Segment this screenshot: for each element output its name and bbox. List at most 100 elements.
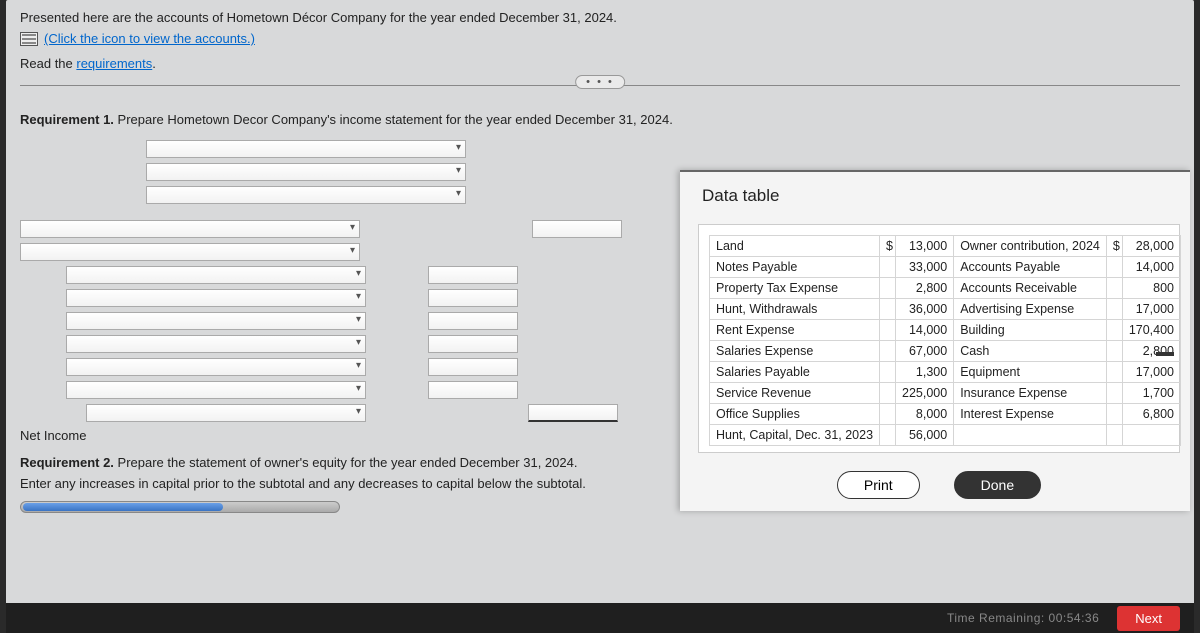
account-name: Rent Expense [710, 320, 880, 341]
line-amount[interactable] [428, 312, 518, 330]
currency-symbol [1106, 341, 1122, 362]
currency-symbol [880, 341, 896, 362]
account-name: Service Revenue [710, 383, 880, 404]
table-row: Hunt, Capital, Dec. 31, 202356,000 [710, 425, 1181, 446]
line-label[interactable] [66, 266, 366, 284]
line-label[interactable] [20, 243, 360, 261]
table-icon[interactable] [20, 32, 38, 46]
currency-symbol [1106, 362, 1122, 383]
account-value: 17,000 [1122, 299, 1180, 320]
currency-symbol: $ [1106, 236, 1122, 257]
currency-symbol: $ [880, 236, 896, 257]
net-income-label: Net Income [20, 428, 670, 443]
account-value: 17,000 [1122, 362, 1180, 383]
account-value: 1,700 [1122, 383, 1180, 404]
line-amount[interactable] [528, 404, 618, 422]
line-label[interactable] [66, 312, 366, 330]
currency-symbol [880, 320, 896, 341]
account-value: 36,000 [896, 299, 954, 320]
minimize-icon[interactable] [1156, 352, 1174, 356]
line-amount[interactable] [428, 289, 518, 307]
account-name: Accounts Payable [954, 257, 1107, 278]
account-name: Cash [954, 341, 1107, 362]
table-row: Hunt, Withdrawals36,000Advertising Expen… [710, 299, 1181, 320]
line-label[interactable] [66, 289, 366, 307]
requirement-2-text1: Prepare the statement of owner's equity … [114, 455, 578, 470]
line-amount[interactable] [428, 381, 518, 399]
account-value: 13,000 [896, 236, 954, 257]
account-value: 1,300 [896, 362, 954, 383]
line-amount[interactable] [532, 220, 622, 238]
account-value: 8,000 [896, 404, 954, 425]
table-row: Land$13,000Owner contribution, 2024$28,0… [710, 236, 1181, 257]
accounts-table: Land$13,000Owner contribution, 2024$28,0… [709, 235, 1181, 446]
account-name: Insurance Expense [954, 383, 1107, 404]
requirement-2-text2: Enter any increases in capital prior to … [20, 474, 670, 495]
statement-title-field[interactable] [146, 140, 466, 158]
account-name: Equipment [954, 362, 1107, 383]
requirement-1-text: Prepare Hometown Decor Company's income … [114, 112, 673, 127]
currency-symbol [880, 278, 896, 299]
print-button[interactable]: Print [837, 471, 920, 499]
account-name: Notes Payable [710, 257, 880, 278]
next-button[interactable]: Next [1117, 606, 1180, 631]
currency-symbol [880, 257, 896, 278]
requirement-1-label: Requirement 1. [20, 112, 114, 127]
footer-bar: Time Remaining: 00:54:36 Next [6, 603, 1194, 633]
expand-pill[interactable]: • • • [575, 75, 625, 89]
table-row: Salaries Expense67,000Cash2,800 [710, 341, 1181, 362]
account-name [954, 425, 1107, 446]
line-label[interactable] [86, 404, 366, 422]
account-name: Advertising Expense [954, 299, 1107, 320]
account-value: 6,800 [1122, 404, 1180, 425]
requirement-2-label: Requirement 2. [20, 455, 114, 470]
statement-period-field[interactable] [146, 186, 466, 204]
account-value: 56,000 [896, 425, 954, 446]
horizontal-scrollbar[interactable] [20, 501, 340, 513]
requirements-link[interactable]: requirements [76, 56, 152, 71]
income-statement-grid: Net Income Requirement 2. Prepare the st… [20, 137, 670, 513]
line-amount[interactable] [428, 335, 518, 353]
account-value: 14,000 [896, 320, 954, 341]
account-value: 225,000 [896, 383, 954, 404]
read-label: Read the [20, 56, 76, 71]
account-value: 33,000 [896, 257, 954, 278]
table-row: Salaries Payable 1,300Equipment 17,000 [710, 362, 1181, 383]
currency-symbol [880, 362, 896, 383]
line-label[interactable] [66, 358, 366, 376]
table-row: Notes Payable33,000Accounts Payable14,00… [710, 257, 1181, 278]
time-remaining: Time Remaining: 00:54:36 [947, 611, 1099, 625]
currency-symbol [880, 299, 896, 320]
account-value: 170,400 [1122, 320, 1180, 341]
account-name: Salaries Payable [710, 362, 880, 383]
account-name: Accounts Receivable [954, 278, 1107, 299]
currency-symbol [1106, 299, 1122, 320]
table-row: Service Revenue 225,000Insurance Expense 1… [710, 383, 1181, 404]
line-amount[interactable] [428, 266, 518, 284]
account-value: 2,800 [896, 278, 954, 299]
currency-symbol [880, 425, 896, 446]
account-name: Salaries Expense [710, 341, 880, 362]
account-value: 67,000 [896, 341, 954, 362]
line-amount[interactable] [428, 358, 518, 376]
line-label[interactable] [20, 220, 360, 238]
account-name: Office Supplies [710, 404, 880, 425]
line-label[interactable] [66, 335, 366, 353]
view-accounts-link[interactable]: (Click the icon to view the accounts.) [44, 31, 255, 46]
intro-text: Presented here are the accounts of Homet… [20, 10, 1180, 25]
account-value: 28,000 [1122, 236, 1180, 257]
currency-symbol [1106, 257, 1122, 278]
account-name: Property Tax Expense [710, 278, 880, 299]
currency-symbol [1106, 404, 1122, 425]
currency-symbol [1106, 278, 1122, 299]
currency-symbol [880, 383, 896, 404]
data-table-title: Data table [702, 186, 1180, 206]
table-row: Rent Expense14,000Building170,400 [710, 320, 1181, 341]
table-row: Office Supplies8,000Interest Expense6,80… [710, 404, 1181, 425]
statement-subtitle-field[interactable] [146, 163, 466, 181]
account-name: Land [710, 236, 880, 257]
account-name: Owner contribution, 2024 [954, 236, 1107, 257]
line-label[interactable] [66, 381, 366, 399]
account-value: 800 [1122, 278, 1180, 299]
done-button[interactable]: Done [954, 471, 1041, 499]
